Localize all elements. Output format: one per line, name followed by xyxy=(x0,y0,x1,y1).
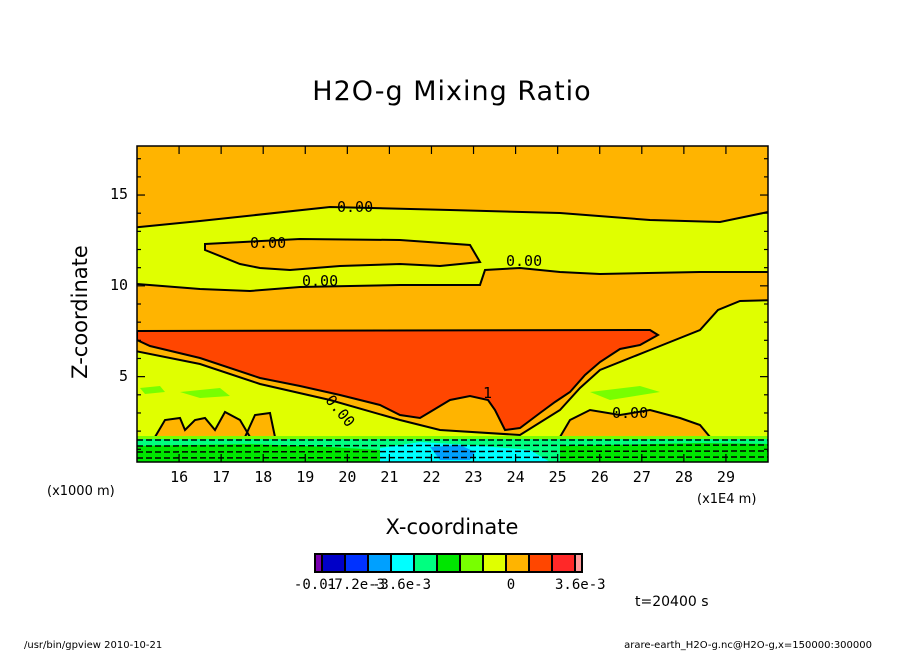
x-tick-label: 25 xyxy=(548,468,567,486)
contour-label: 0.00 xyxy=(612,404,649,422)
y-tick-label: 15 xyxy=(109,185,128,204)
time-label: t=20400 s xyxy=(635,594,709,610)
x-tick-label: 28 xyxy=(674,468,693,486)
colorbar-swatch xyxy=(505,553,530,573)
colorbar-swatch xyxy=(482,553,507,573)
x-tick-label: 20 xyxy=(338,468,357,486)
region-yellowgreen-strip xyxy=(137,436,768,439)
contour-label: 0.00 xyxy=(302,272,339,290)
colorbar-swatch xyxy=(436,553,461,573)
x-tick-label: 18 xyxy=(254,468,273,486)
x-tick-label: 21 xyxy=(380,468,399,486)
x-tick-label: 29 xyxy=(716,468,735,486)
contour-label: 0.00 xyxy=(250,234,287,252)
region-green-patches xyxy=(140,386,660,400)
y-axis-label: Z-coordinate xyxy=(68,245,92,379)
region-blue xyxy=(430,445,475,460)
footer-left: /usr/bin/gpview 2010-10-21 xyxy=(24,640,163,651)
colorbar-swatch xyxy=(321,553,346,573)
colorbar-tick-label: -7.2e-3 xyxy=(326,577,386,593)
colorbar-tick-label: -0.01 xyxy=(293,577,337,593)
colorbar-swatch xyxy=(551,553,576,573)
colorbar-swatch xyxy=(459,553,484,573)
colorbar-swatch xyxy=(528,553,553,573)
x-tick-label: 23 xyxy=(464,468,483,486)
colorbar-tick-label: 3.6e-3 xyxy=(555,577,606,593)
colorbar-swatch xyxy=(367,553,392,573)
x-tick-label: 24 xyxy=(506,468,525,486)
y-tick-label: 10 xyxy=(109,275,128,294)
colorbar-tick-label: 0 xyxy=(506,577,516,593)
chart-title: H2O-g Mixing Ratio xyxy=(312,76,592,107)
colorbar-tick-label: -3.6e-3 xyxy=(372,577,432,593)
x-tick-label: 26 xyxy=(590,468,609,486)
contour-field xyxy=(137,146,768,462)
colorbar-swatch xyxy=(314,553,323,573)
x-unit-left: (x1000 m) xyxy=(47,484,115,499)
colorbar-swatch xyxy=(413,553,438,573)
region-orange-island xyxy=(204,237,482,272)
x-tick-label: 19 xyxy=(296,468,315,486)
contour-label: 1 xyxy=(483,384,493,402)
footer-right: arare-earth_H2O-g.nc@H2O-g,x=150000:3000… xyxy=(624,640,872,651)
colorbar-swatch xyxy=(344,553,369,573)
x-tick-label: 27 xyxy=(632,468,651,486)
x-tick-label: 22 xyxy=(422,468,441,486)
colorbar-swatch xyxy=(390,553,415,573)
x-tick-label: 17 xyxy=(212,468,231,486)
x-axis-label: X-coordinate xyxy=(385,515,519,539)
contour-label: 0.00 xyxy=(506,252,543,270)
axis-ticks xyxy=(137,146,768,462)
colorbar xyxy=(314,553,583,573)
negative-contours xyxy=(137,439,768,459)
x-unit-right: (x1E4 m) xyxy=(697,492,757,507)
x-tick-label: 16 xyxy=(170,468,189,486)
colorbar-swatch xyxy=(574,553,583,573)
region-red xyxy=(137,328,660,432)
y-tick-label: 5 xyxy=(118,366,128,385)
contour-label: 0.00 xyxy=(337,198,374,216)
